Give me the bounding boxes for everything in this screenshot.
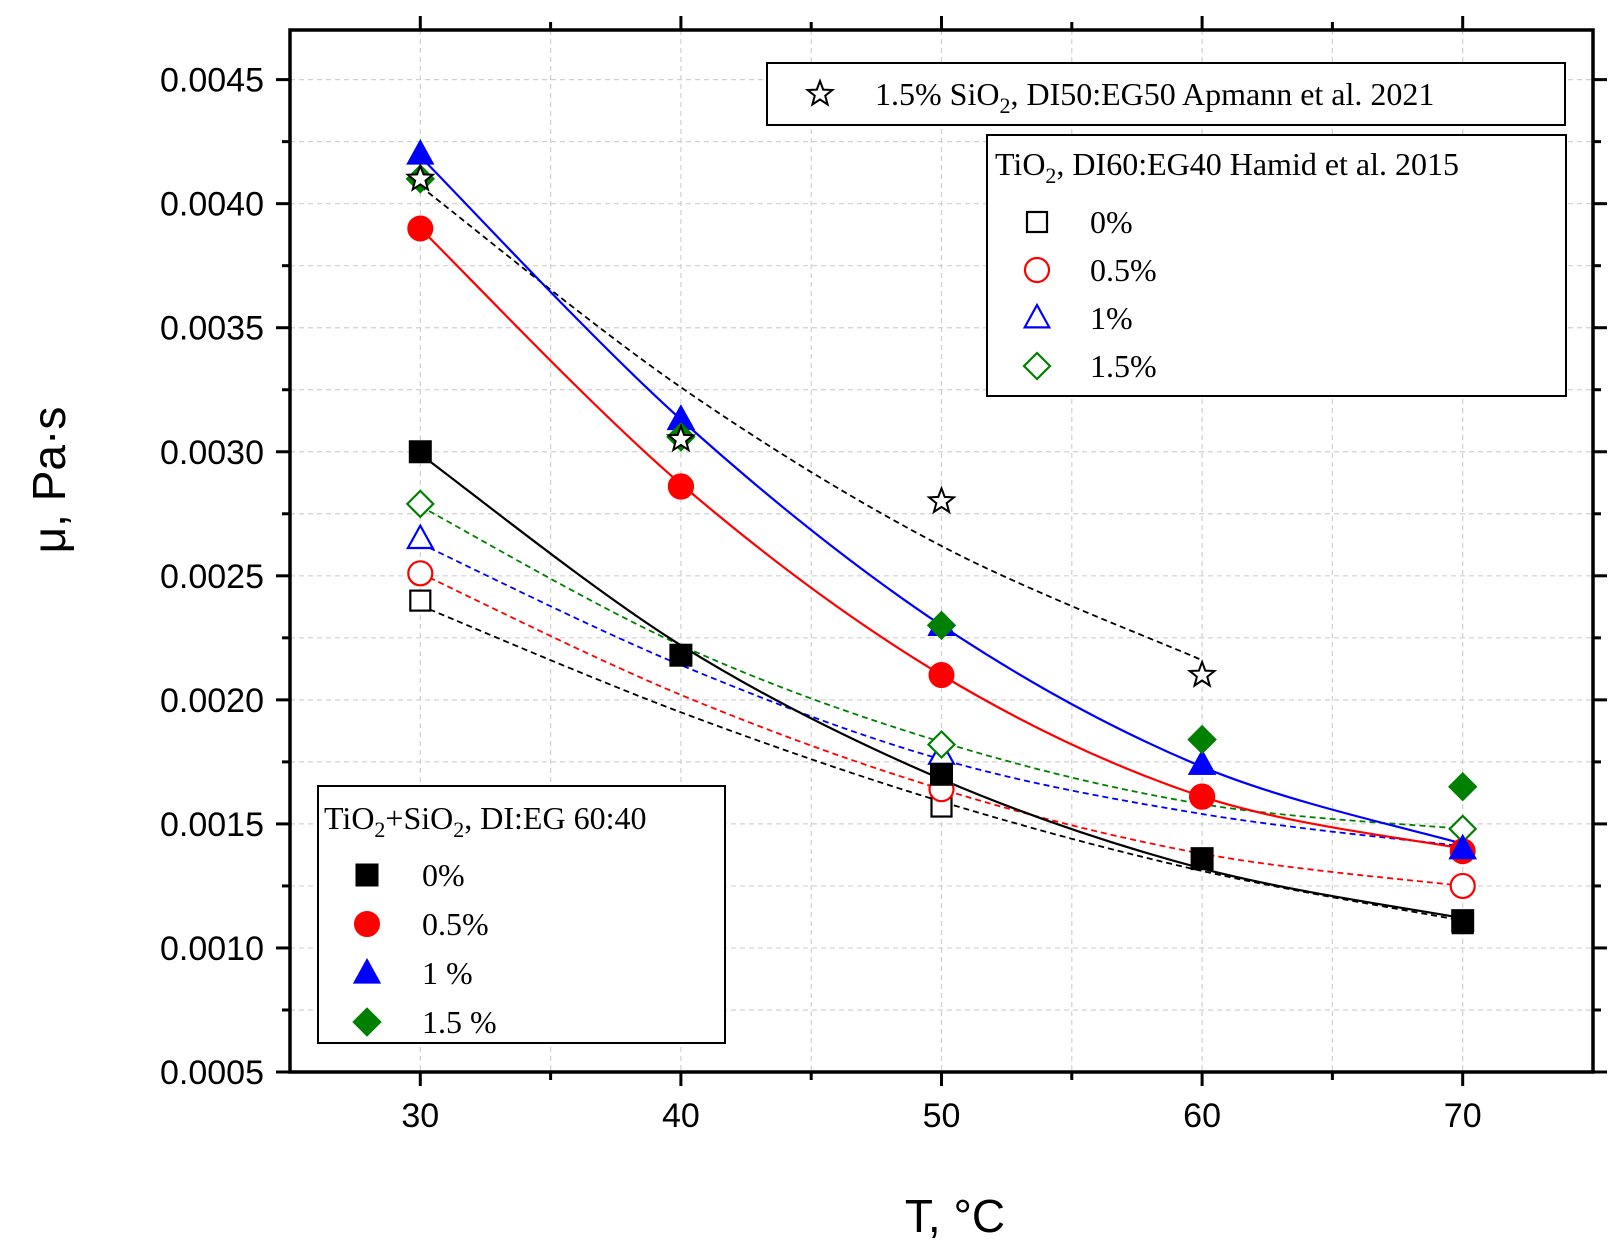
data-point-pres-15	[926, 610, 957, 641]
y-tick-label: 0.0045	[160, 62, 264, 100]
legend-present: TiO2+SiO2, DI:EG 60:40 0% 0.5% 1 % 1.5 %	[317, 785, 726, 1044]
data-point-ham-05	[407, 560, 434, 587]
data-point-apm-15	[1186, 659, 1218, 688]
legend-label-pres-05: 0.5%	[422, 906, 489, 942]
y-tick-label: 0.0030	[160, 434, 264, 472]
legend-symbol-apm-15	[804, 78, 836, 107]
legend-apmann-box	[766, 62, 1566, 126]
data-point-pres-15	[1447, 771, 1478, 802]
x-axis-title: T, °C	[905, 1190, 1005, 1242]
fit-curve-pres-1	[419, 155, 1464, 845]
x-tick-label: 70	[1444, 1097, 1482, 1135]
fit-curve-apm-15	[419, 185, 1203, 662]
legend-present-box	[317, 785, 726, 1044]
legend-symbol-ham-1	[1022, 302, 1052, 329]
data-point-apm-15	[926, 485, 957, 515]
legend-hamid: TiO2, DI60:EG40 Hamid et al. 2015 0% 0.5% 1…	[986, 134, 1567, 397]
x-tick-label: 60	[1183, 1097, 1221, 1135]
legend-present-title: TiO2+SiO2, DI:EG 60:40	[324, 800, 646, 842]
legend-symbol-pres-0	[355, 863, 379, 887]
fit-curve-pres-05	[419, 227, 1463, 850]
axes: 30 40 50 60 70 0.0005 0.0010 0.0015 0.0020 0.0025…	[160, 16, 1607, 1135]
legend-label-pres-15: 1.5 %	[422, 1004, 497, 1040]
legend-symbol-ham-15	[1022, 351, 1052, 381]
y-tick-label: 0.0005	[160, 1054, 264, 1092]
y-tick-label: 0.0035	[160, 310, 264, 348]
data-point-pres-0	[1190, 847, 1214, 871]
legend-apmann: 1.5% SiO2, DI50:EG50 Apmann et al. 2021	[766, 62, 1566, 126]
x-tick-label: 40	[662, 1097, 700, 1135]
legend-symbol-ham-0	[1025, 210, 1049, 234]
data-point-ham-0	[409, 589, 432, 612]
legend-label-pres-0: 0%	[422, 857, 465, 893]
y-tick-label: 0.0040	[160, 186, 264, 224]
legend-label-ham-1: 1%	[1090, 300, 1133, 336]
data-point-pres-0	[930, 762, 953, 786]
y-tick-label: 0.0025	[160, 558, 264, 596]
y-axis-title: μ, Pa·s	[23, 407, 75, 554]
legend-symbol-pres-05	[354, 911, 380, 937]
legend-label-ham-05: 0.5%	[1090, 252, 1157, 288]
data-point-pres-1	[1187, 749, 1217, 775]
data-point-apm-15	[405, 163, 436, 192]
data-point-pres-15	[1187, 724, 1217, 755]
data-point-ham-15	[405, 489, 435, 519]
y-tick-label: 0.0015	[160, 806, 264, 844]
legend-symbol-pres-15	[352, 1007, 382, 1037]
legend-label-pres-1: 1 %	[422, 955, 473, 991]
data-markers	[405, 138, 1478, 935]
data-point-ham-05	[1449, 872, 1476, 900]
data-point-pres-1	[1448, 833, 1477, 860]
data-point-pres-0	[669, 643, 693, 667]
legend-label-ham-0: 0%	[1090, 204, 1133, 240]
data-point-apm-15	[665, 423, 696, 453]
legend-hamid-box	[986, 134, 1567, 397]
x-tick-label: 50	[923, 1097, 961, 1135]
data-point-pres-05	[407, 215, 434, 242]
data-point-pres-05	[667, 473, 694, 500]
y-tick-label: 0.0010	[160, 930, 264, 968]
legend-symbol-pres-1	[352, 957, 382, 984]
legend-hamid-title: TiO2, DI60:EG40 Hamid et al. 2015	[995, 146, 1459, 188]
legend-label-apm-15: 1.5% SiO2, DI50:EG50 Apmann et al. 2021	[875, 76, 1434, 118]
legends: 1.5% SiO2, DI50:EG50 Apmann et al. 2021 T…	[317, 62, 1567, 1044]
data-point-ham-15	[926, 729, 957, 760]
data-point-pres-0	[408, 440, 432, 464]
y-tick-label: 0.0020	[160, 682, 264, 720]
data-point-pres-05	[1189, 783, 1216, 810]
data-point-pres-05	[928, 662, 955, 689]
fit-curve-ham-0	[419, 604, 1463, 922]
data-point-pres-0	[1451, 909, 1475, 933]
legend-symbol-ham-05	[1023, 256, 1051, 284]
legend-label-ham-15: 1.5%	[1090, 348, 1157, 384]
data-point-ham-1	[406, 523, 435, 550]
x-tick-label: 30	[401, 1097, 439, 1135]
